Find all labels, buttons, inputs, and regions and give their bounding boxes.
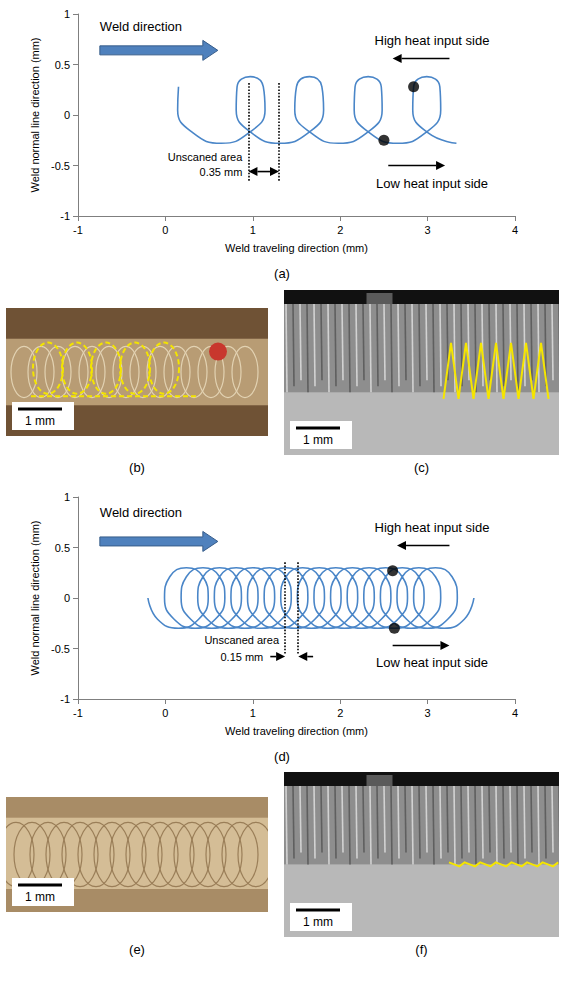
svg-text:1 mm: 1 mm bbox=[25, 890, 55, 904]
svg-text:1: 1 bbox=[250, 707, 256, 719]
svg-text:Unscaned area: Unscaned area bbox=[204, 634, 279, 646]
svg-text:0.5: 0.5 bbox=[55, 542, 70, 554]
svg-text:1 mm: 1 mm bbox=[303, 915, 333, 929]
svg-text:0: 0 bbox=[64, 592, 70, 604]
svg-text:2: 2 bbox=[337, 707, 343, 719]
svg-text:-1: -1 bbox=[60, 693, 70, 705]
svg-text:Low heat input side: Low heat input side bbox=[376, 176, 488, 191]
html-text:(a): (a) bbox=[274, 266, 290, 281]
html-text:(d): (d) bbox=[274, 749, 290, 764]
svg-text:-1: -1 bbox=[73, 224, 83, 236]
svg-text:High heat input side: High heat input side bbox=[375, 33, 490, 48]
svg-text:0.35 mm: 0.35 mm bbox=[200, 166, 243, 178]
html-text:(b): (b) bbox=[129, 460, 145, 475]
svg-text:Weld traveling direction (mm): Weld traveling direction (mm) bbox=[225, 725, 368, 737]
svg-text:0: 0 bbox=[162, 707, 168, 719]
svg-text:2: 2 bbox=[337, 224, 343, 236]
svg-text:1 mm: 1 mm bbox=[25, 414, 55, 428]
svg-text:Weld direction: Weld direction bbox=[100, 19, 182, 34]
svg-text:Unscaned area: Unscaned area bbox=[168, 151, 243, 163]
svg-text:Low heat input side: Low heat input side bbox=[376, 655, 488, 670]
svg-text:Weld normal line direction (mm: Weld normal line direction (mm) bbox=[29, 520, 41, 675]
svg-text:3: 3 bbox=[425, 707, 431, 719]
svg-text:Weld direction: Weld direction bbox=[100, 505, 182, 520]
svg-text:4: 4 bbox=[512, 707, 518, 719]
svg-text:0: 0 bbox=[162, 224, 168, 236]
svg-text:-1: -1 bbox=[73, 707, 83, 719]
svg-text:Weld traveling direction (mm): Weld traveling direction (mm) bbox=[225, 242, 368, 254]
svg-text:0.5: 0.5 bbox=[55, 59, 70, 71]
svg-text:4: 4 bbox=[512, 224, 518, 236]
svg-text:Weld normal line direction (mm: Weld normal line direction (mm) bbox=[29, 37, 41, 192]
html-text:(c): (c) bbox=[413, 460, 430, 475]
svg-text:0.15 mm: 0.15 mm bbox=[220, 651, 263, 663]
svg-text:-0.5: -0.5 bbox=[51, 643, 70, 655]
svg-text:1: 1 bbox=[250, 224, 256, 236]
svg-text:1: 1 bbox=[64, 491, 70, 503]
svg-text:-0.5: -0.5 bbox=[51, 160, 70, 172]
svg-text:1 mm: 1 mm bbox=[303, 433, 333, 447]
svg-text:0: 0 bbox=[64, 109, 70, 121]
html-text:(f): (f) bbox=[415, 942, 428, 957]
svg-text:High heat input side: High heat input side bbox=[375, 520, 490, 535]
svg-text:1: 1 bbox=[64, 8, 70, 20]
html-text:(e): (e) bbox=[129, 942, 145, 957]
svg-text:3: 3 bbox=[425, 224, 431, 236]
svg-text:-1: -1 bbox=[60, 210, 70, 222]
